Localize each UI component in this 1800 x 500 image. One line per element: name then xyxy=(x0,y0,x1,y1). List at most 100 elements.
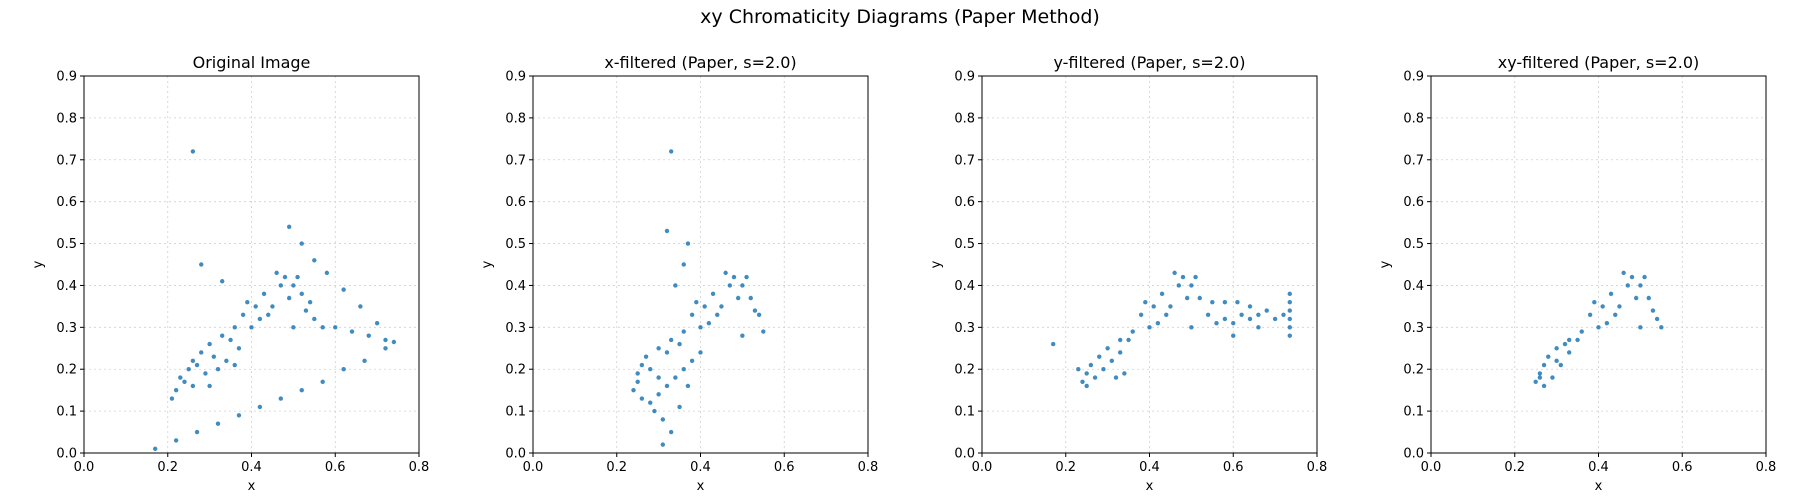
scatter-point xyxy=(1659,325,1664,330)
scatter-point xyxy=(1109,358,1115,364)
y-tick-label: 0.0 xyxy=(56,447,77,462)
y-tick-label: 0.7 xyxy=(1403,153,1424,168)
y-tick-label: 0.1 xyxy=(1403,405,1424,420)
scatter-point xyxy=(215,421,221,426)
scatter-point xyxy=(1625,283,1631,288)
scatter-point xyxy=(1214,320,1219,326)
scatter-point xyxy=(1105,346,1110,351)
scatter-point xyxy=(1180,274,1186,280)
scatter-point xyxy=(291,283,296,288)
scatter-series xyxy=(1050,270,1292,389)
y-tick-label: 0.8 xyxy=(1403,111,1424,126)
scatter-point xyxy=(681,367,686,372)
scatter-point xyxy=(1600,304,1605,309)
scatter-point xyxy=(1587,312,1593,317)
scatter-point xyxy=(320,325,325,330)
scatter-point xyxy=(1050,341,1056,347)
scatter-point xyxy=(1604,320,1610,326)
y-tick-label: 0.6 xyxy=(505,195,526,210)
x-tick-label: 0.2 xyxy=(1055,460,1076,475)
scatter-point xyxy=(635,379,640,384)
scatter-point xyxy=(1143,300,1148,305)
scatter-point xyxy=(286,295,292,301)
scatter-point xyxy=(1231,333,1236,338)
scatter-point xyxy=(341,367,346,372)
scatter-point xyxy=(643,354,649,359)
scatter-point xyxy=(1126,337,1131,343)
scatter-point xyxy=(1575,337,1580,343)
scatter-point xyxy=(232,362,237,368)
scatter-point xyxy=(1541,362,1547,368)
scatter-point xyxy=(249,325,254,330)
scatter-point xyxy=(1189,283,1194,288)
scatter-point xyxy=(219,333,225,338)
scatter-point xyxy=(702,304,707,309)
x-axis-label: x xyxy=(248,479,256,494)
scatter-point xyxy=(1222,316,1228,322)
scatter-point xyxy=(1113,375,1119,380)
scatter-point xyxy=(1155,320,1161,326)
scatter-point xyxy=(1159,291,1165,297)
scatter-point xyxy=(1608,291,1614,297)
panel-xy-filtered: 0.0 0.2 0.4 0.6 0.8 0.0 0.1 0.2 0.3 0.4 0.5 0.6 0.7 0… xyxy=(1378,53,1776,494)
scatter-point xyxy=(673,375,678,380)
y-tick-label: 0.6 xyxy=(954,195,975,210)
scatter-point xyxy=(303,308,309,313)
y-tick-label: 0.9 xyxy=(1403,70,1424,85)
scatter-point xyxy=(1235,300,1240,305)
scatter-point xyxy=(689,358,695,364)
scatter-point xyxy=(1256,312,1261,317)
y-tick-label: 0.5 xyxy=(1403,237,1424,252)
scatter-point xyxy=(199,350,204,355)
x-tick-label: 0.0 xyxy=(523,460,544,475)
scatter-point xyxy=(1287,333,1292,338)
scatter-point xyxy=(1138,312,1144,317)
scatter-point xyxy=(194,429,200,435)
scatter-point xyxy=(1168,304,1173,309)
scatter-series xyxy=(1533,270,1664,389)
scatter-point xyxy=(383,337,388,343)
scatter-point xyxy=(1092,375,1098,380)
scatter-point xyxy=(1164,312,1169,317)
scatter-point xyxy=(1554,346,1559,351)
scatter-point xyxy=(257,316,263,322)
scatter-point xyxy=(681,262,686,267)
scatter-point xyxy=(274,270,279,276)
x-tick-label: 0.4 xyxy=(1588,460,1609,475)
scatter-point xyxy=(1287,291,1292,297)
y-axis-label: y xyxy=(929,260,944,268)
scatter-point xyxy=(1239,312,1244,317)
y-tick-label: 0.4 xyxy=(1403,279,1424,294)
scatter-point xyxy=(286,224,292,229)
scatter-point xyxy=(295,274,300,280)
scatter-point xyxy=(1231,320,1236,326)
scatter-point xyxy=(1101,367,1106,372)
y-tick-label: 0.6 xyxy=(56,195,77,210)
scatter-point xyxy=(1579,329,1584,334)
scatter-point xyxy=(761,329,766,334)
scatter-point xyxy=(341,287,346,292)
scatter-point xyxy=(1287,308,1292,313)
scatter-point xyxy=(744,274,749,280)
scatter-point xyxy=(668,149,674,154)
scatter-point xyxy=(735,295,741,301)
y-tick-label: 0.9 xyxy=(954,70,975,85)
scatter-point xyxy=(635,371,640,376)
x-tick-label: 0.4 xyxy=(241,460,262,475)
scatter-point xyxy=(270,304,275,309)
x-tick-label: 0.4 xyxy=(1139,460,1160,475)
scatter-point xyxy=(668,429,674,435)
scatter-point xyxy=(1205,312,1211,317)
scatter-point xyxy=(253,304,258,309)
y-axis-label: y xyxy=(31,260,46,268)
x-tick-label: 0.8 xyxy=(858,460,879,475)
scatter-point xyxy=(1247,304,1253,309)
scatter-point xyxy=(383,346,388,351)
y-tick-label: 0.3 xyxy=(954,321,975,336)
scatter-point xyxy=(207,383,212,389)
x-tick-label: 0.2 xyxy=(606,460,627,475)
scatter-point xyxy=(1633,295,1639,301)
scatter-point xyxy=(362,358,367,364)
scatter-point xyxy=(178,375,183,380)
scatter-point xyxy=(194,362,200,368)
